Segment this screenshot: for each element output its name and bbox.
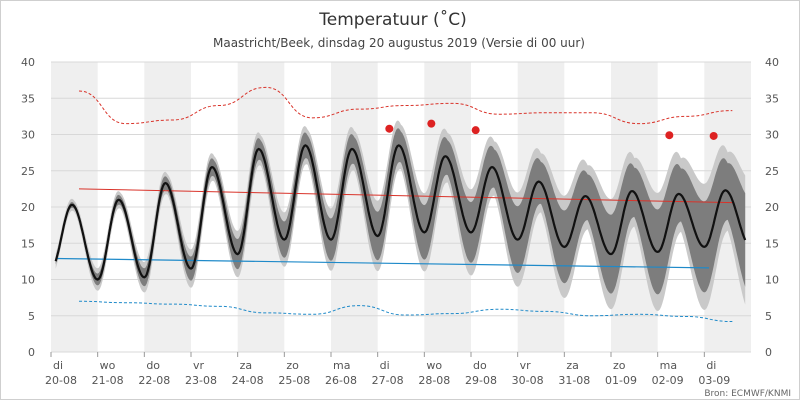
y-tick-label-right: 15 bbox=[765, 237, 779, 250]
ensemble-band-inner bbox=[55, 128, 746, 295]
record-marker bbox=[665, 131, 674, 140]
x-tick-day-label: do bbox=[146, 359, 160, 372]
x-tick-date-label: 21-08 bbox=[92, 374, 124, 387]
x-tick-date-label: 28-08 bbox=[418, 374, 450, 387]
x-tick-date-label: 24-08 bbox=[232, 374, 264, 387]
x-tick-date-label: 26-08 bbox=[325, 374, 357, 387]
x-tick-day-label: do bbox=[473, 359, 487, 372]
y-tick-label-left: 15 bbox=[21, 237, 35, 250]
x-tick-day-label: za bbox=[240, 359, 253, 372]
x-tick-date-label: 30-08 bbox=[512, 374, 544, 387]
y-tick-label-left: 25 bbox=[21, 165, 35, 178]
x-tick-day-label: di bbox=[53, 359, 63, 372]
y-tick-label-left: 40 bbox=[21, 56, 35, 69]
y-tick-label-right: 10 bbox=[765, 274, 779, 287]
normal-min-line bbox=[55, 257, 710, 269]
x-tick-date-label: 01-09 bbox=[605, 374, 637, 387]
y-tick-label-left: 5 bbox=[28, 310, 35, 323]
y-tick-label-right: 40 bbox=[765, 56, 779, 69]
x-tick-day-label: za bbox=[566, 359, 579, 372]
y-tick-label-left: 35 bbox=[21, 92, 35, 105]
normal-max-line bbox=[78, 188, 733, 204]
y-tick-label-right: 20 bbox=[765, 201, 779, 214]
x-tick-date-label: 02-09 bbox=[652, 374, 684, 387]
x-tick-day-label: di bbox=[706, 359, 716, 372]
x-tick-day-label: wo bbox=[426, 359, 442, 372]
y-tick-label-left: 20 bbox=[21, 201, 35, 214]
x-tick-day-label: zo bbox=[286, 359, 299, 372]
record-marker bbox=[471, 126, 480, 135]
chart-subtitle: Maastricht/Beek, dinsdag 20 augustus 201… bbox=[213, 36, 585, 50]
x-tick-day-label: vr bbox=[520, 359, 532, 372]
x-tick-day-label: wo bbox=[100, 359, 116, 372]
x-tick-day-label: ma bbox=[333, 359, 350, 372]
y-tick-label-left: 30 bbox=[21, 129, 35, 142]
x-tick-date-label: 20-08 bbox=[45, 374, 77, 387]
x-tick-date-label: 27-08 bbox=[372, 374, 404, 387]
y-tick-label-right: 25 bbox=[765, 165, 779, 178]
x-tick-date-label: 29-08 bbox=[465, 374, 497, 387]
x-tick-date-label: 03-09 bbox=[698, 374, 730, 387]
y-tick-label-right: 0 bbox=[765, 346, 772, 359]
x-tick-date-label: 23-08 bbox=[185, 374, 217, 387]
y-tick-label-right: 35 bbox=[765, 92, 779, 105]
x-tick-date-label: 22-08 bbox=[138, 374, 170, 387]
x-tick-date-label: 31-08 bbox=[558, 374, 590, 387]
record-max-line bbox=[78, 86, 733, 125]
ensemble-mean-line bbox=[54, 144, 747, 281]
chart-title: Temperatuur (˚C) bbox=[318, 9, 466, 30]
x-tick-day-label: zo bbox=[613, 359, 626, 372]
x-tick-day-label: di bbox=[380, 359, 390, 372]
record-marker bbox=[427, 119, 436, 128]
x-tick-day-label: ma bbox=[660, 359, 677, 372]
record-marker bbox=[385, 124, 394, 133]
y-tick-label-right: 30 bbox=[765, 129, 779, 142]
y-tick-label-left: 10 bbox=[21, 274, 35, 287]
chart-source: Bron: ECMWF/KNMI bbox=[704, 389, 791, 399]
x-tick-day-label: vr bbox=[193, 359, 205, 372]
y-tick-label-left: 0 bbox=[28, 346, 35, 359]
record-marker bbox=[709, 131, 718, 140]
y-tick-label-right: 5 bbox=[765, 310, 772, 323]
x-tick-date-label: 25-08 bbox=[278, 374, 310, 387]
